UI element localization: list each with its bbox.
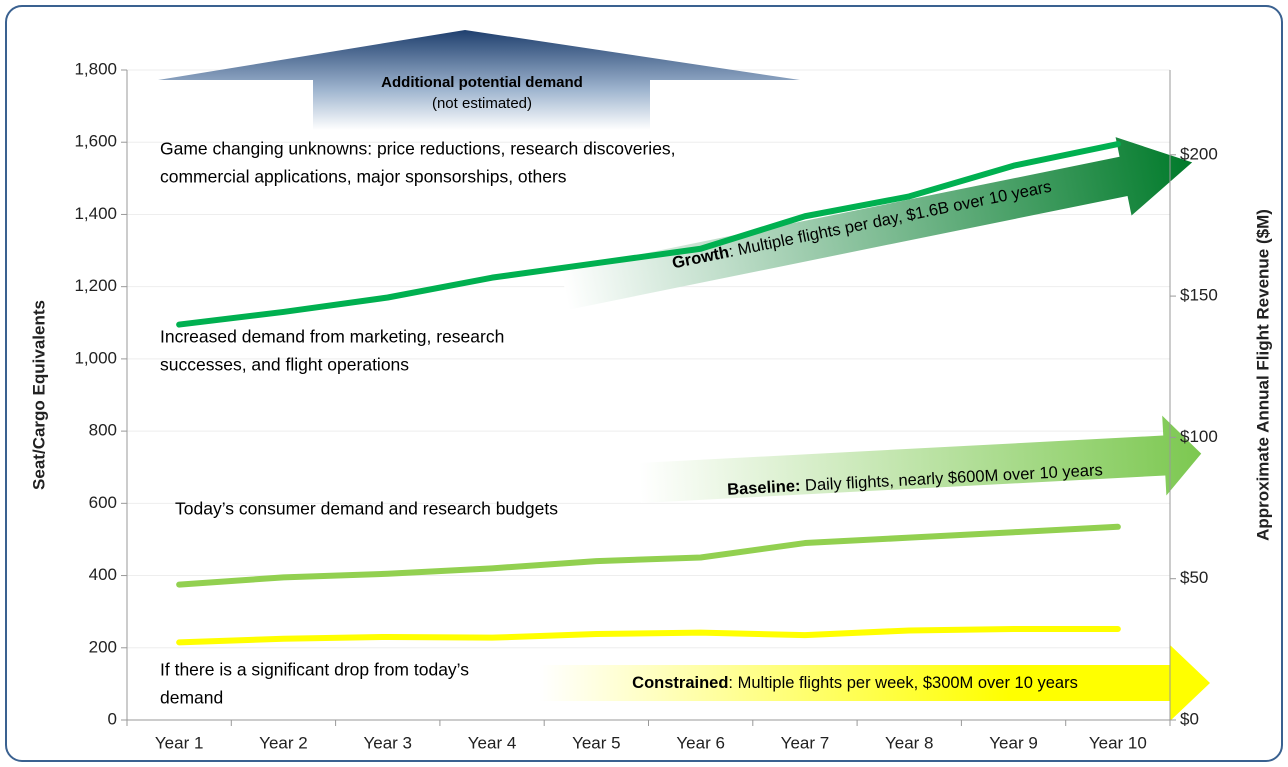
x-tick-label: Year 6 bbox=[676, 733, 725, 752]
y-tick-label: 400 bbox=[89, 565, 117, 584]
series-line bbox=[176, 626, 1121, 646]
y-tick-label: 200 bbox=[89, 637, 117, 656]
y-tick-label: 800 bbox=[89, 421, 117, 440]
y-tick-label: 600 bbox=[89, 493, 117, 512]
y-tick-label: 1,800 bbox=[74, 59, 117, 78]
arrow-label-text: : Multiple flights per week, $300M over … bbox=[728, 674, 1077, 692]
constrained-arrow bbox=[540, 645, 1210, 721]
y2-axis-title: Approximate Annual Flight Revenue ($M) bbox=[1253, 209, 1272, 541]
y-tick-label: 0 bbox=[108, 709, 117, 728]
baseline-arrow bbox=[638, 415, 1202, 503]
annotation: Today’s consumer demand and research bud… bbox=[175, 499, 558, 519]
arrow-label: Constrained: Multiple flights per week, … bbox=[632, 674, 1078, 692]
x-tick-label: Year 5 bbox=[572, 733, 621, 752]
y-tick-label: 1,600 bbox=[74, 132, 117, 151]
y-axis-title: Seat/Cargo Equivalents bbox=[29, 300, 48, 490]
x-tick-label: Year 1 bbox=[155, 733, 204, 752]
x-tick-label: Year 8 bbox=[885, 733, 934, 752]
x-tick-label: Year 10 bbox=[1089, 733, 1147, 752]
x-tick-label: Year 9 bbox=[989, 733, 1038, 752]
growth-arrow bbox=[561, 137, 1193, 310]
x-tick-label: Year 4 bbox=[468, 733, 517, 752]
y-tick-label: 1,000 bbox=[74, 348, 117, 367]
y2-tick-label: $100 bbox=[1180, 427, 1218, 446]
x-tick-label: Year 7 bbox=[781, 733, 830, 752]
x-tick-label: Year 3 bbox=[363, 733, 412, 752]
y2-tick-label: $150 bbox=[1180, 286, 1218, 305]
arrow-label-bold: Baseline: bbox=[727, 477, 801, 499]
annotation: Increased demand from marketing, researc… bbox=[160, 327, 504, 347]
top-note-subtitle: (not estimated) bbox=[432, 95, 532, 112]
series-line bbox=[176, 523, 1121, 588]
annotation: Game changing unknowns: price reductions… bbox=[160, 139, 676, 159]
x-tick-label: Year 2 bbox=[259, 733, 308, 752]
annotation: commercial applications, major sponsorsh… bbox=[160, 167, 567, 187]
y2-tick-label: $200 bbox=[1180, 144, 1218, 163]
y2-tick-label: $0 bbox=[1180, 709, 1199, 728]
top-note-title: Additional potential demand bbox=[381, 74, 583, 91]
arrow-label-bold: Constrained bbox=[632, 674, 728, 692]
y-tick-label: 1,200 bbox=[74, 276, 117, 295]
y-tick-label: 1,400 bbox=[74, 204, 117, 223]
annotation: If there is a significant drop from toda… bbox=[160, 660, 469, 680]
series-line bbox=[176, 141, 1121, 328]
top-arrow bbox=[158, 30, 800, 130]
annotation: successes, and flight operations bbox=[160, 355, 409, 375]
annotation: demand bbox=[160, 688, 223, 708]
y2-tick-label: $50 bbox=[1180, 568, 1208, 587]
